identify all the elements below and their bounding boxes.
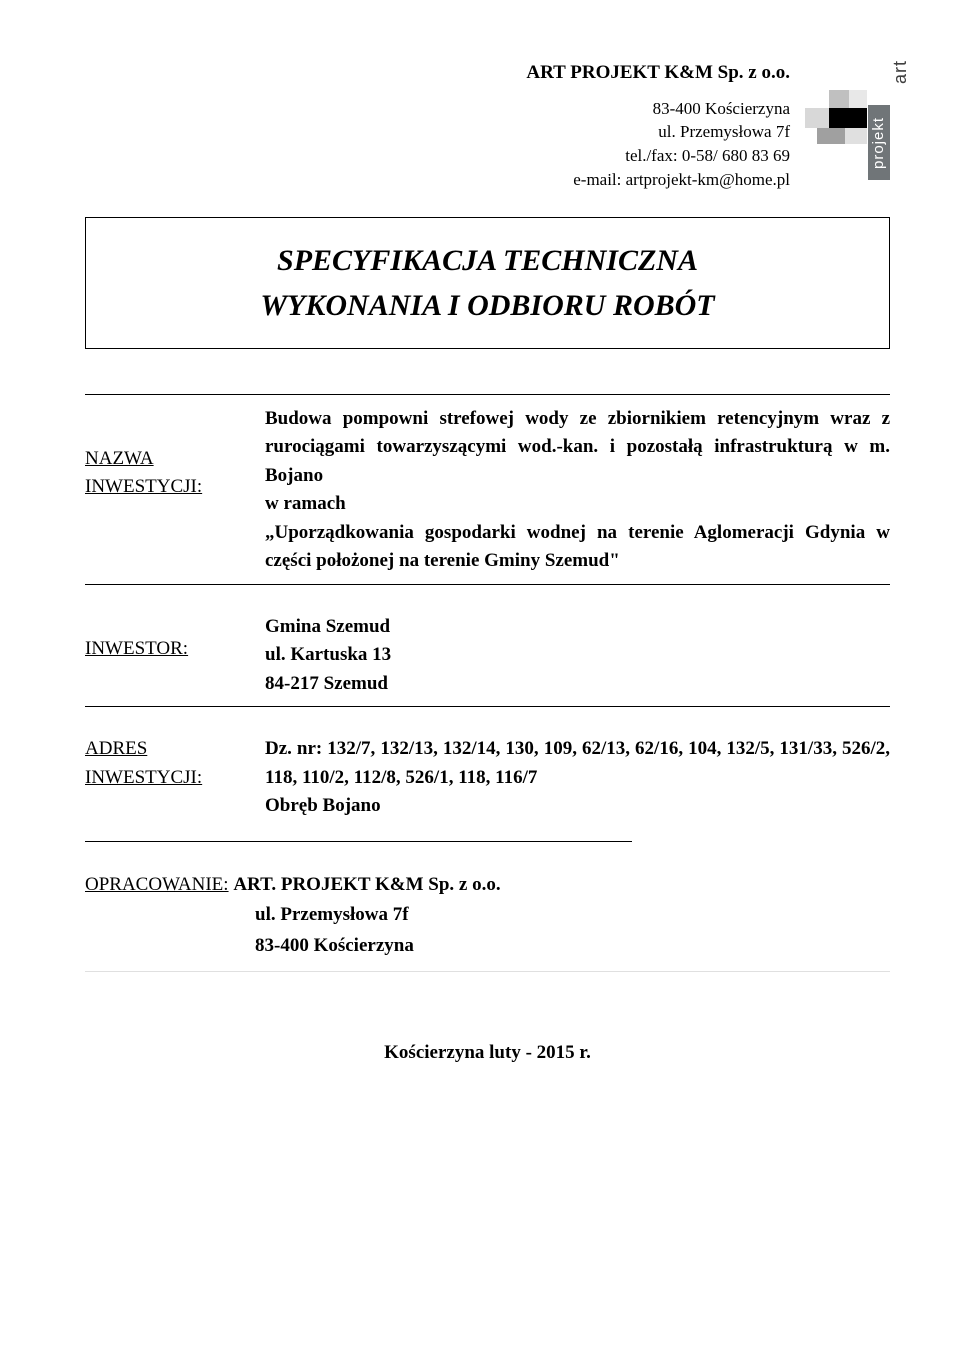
- logo-text-projekt: projekt: [868, 105, 890, 180]
- company-city: 83-400 Kościerzyna: [526, 97, 790, 121]
- adres-label-line1: ADRES: [85, 735, 265, 764]
- inwestor-line3: 84-217 Szemud: [265, 670, 890, 699]
- nazwa-text-1: Budowa pompowni strefowej wody ze zbiorn…: [265, 408, 890, 486]
- nazwa-label-line2: INWESTYCJI:: [85, 473, 265, 502]
- adres-row: ADRES INWESTYCJI: Dz. nr: 132/7, 132/13,…: [85, 735, 890, 821]
- inwestor-line2: ul. Kartuska 13: [265, 641, 890, 670]
- divider: [85, 394, 890, 395]
- inwestor-value: Gmina Szemud ul. Kartuska 13 84-217 Szem…: [265, 613, 890, 699]
- adres-label-line2: INWESTYCJI:: [85, 764, 265, 793]
- opracowanie-line1: ART. PROJEKT K&M Sp. z o.o.: [233, 874, 500, 895]
- title-box: SPECYFIKACJA TECHNICZNA WYKONANIA I ODBI…: [85, 217, 890, 349]
- divider: [85, 706, 890, 707]
- document-header: ART PROJEKT K&M Sp. z o.o. 83-400 Koście…: [85, 60, 890, 192]
- company-email: e-mail: artprojekt-km@home.pl: [526, 168, 790, 192]
- opracowanie-label: OPRACOWANIE:: [85, 874, 229, 895]
- nazwa-label-line1: NAZWA: [85, 445, 265, 474]
- logo-squares-icon: [805, 90, 867, 145]
- nazwa-row: NAZWA INWESTYCJI: Budowa pompowni strefo…: [85, 405, 890, 576]
- company-street: ul. Przemysłowa 7f: [526, 120, 790, 144]
- opracowanie-row: OPRACOWANIE: ART. PROJEKT K&M Sp. z o.o.…: [85, 870, 890, 961]
- adres-value-line2: Obręb Bojano: [265, 792, 890, 821]
- inwestor-row: INWESTOR: Gmina Szemud ul. Kartuska 13 8…: [85, 613, 890, 699]
- company-telfax: tel./fax: 0-58/ 680 83 69: [526, 144, 790, 168]
- adres-value: Dz. nr: 132/7, 132/13, 132/14, 130, 109,…: [265, 735, 890, 821]
- company-logo: art projekt: [805, 60, 890, 170]
- opracowanie-line3: 83-400 Kościerzyna: [255, 935, 414, 956]
- adres-label: ADRES INWESTYCJI:: [85, 735, 265, 792]
- adres-value-line1: Dz. nr: 132/7, 132/13, 132/14, 130, 109,…: [265, 735, 890, 792]
- nazwa-text-2: w ramach: [265, 493, 346, 514]
- company-info-block: ART PROJEKT K&M Sp. z o.o. 83-400 Koście…: [526, 60, 790, 192]
- inwestor-label-text: INWESTOR:: [85, 638, 188, 659]
- divider: [85, 584, 890, 585]
- nazwa-text-3: „Uporządkowania gospodarki wodnej na ter…: [265, 522, 890, 572]
- inwestor-label: INWESTOR:: [85, 613, 265, 664]
- company-name: ART PROJEKT K&M Sp. z o.o.: [526, 60, 790, 87]
- inwestor-line1: Gmina Szemud: [265, 613, 890, 642]
- title-line-2: WYKONANIA I ODBIORU ROBÓT: [96, 283, 879, 328]
- nazwa-label: NAZWA INWESTYCJI:: [85, 405, 265, 502]
- nazwa-value: Budowa pompowni strefowej wody ze zbiorn…: [265, 405, 890, 576]
- footer-text: Kościerzyna luty - 2015 r.: [85, 1042, 890, 1064]
- logo-text-art: art: [890, 60, 911, 84]
- divider-short: [85, 841, 632, 842]
- opracowanie-line2: ul. Przemysłowa 7f: [255, 904, 409, 925]
- signature-divider: [85, 971, 890, 972]
- title-line-1: SPECYFIKACJA TECHNICZNA: [96, 238, 879, 283]
